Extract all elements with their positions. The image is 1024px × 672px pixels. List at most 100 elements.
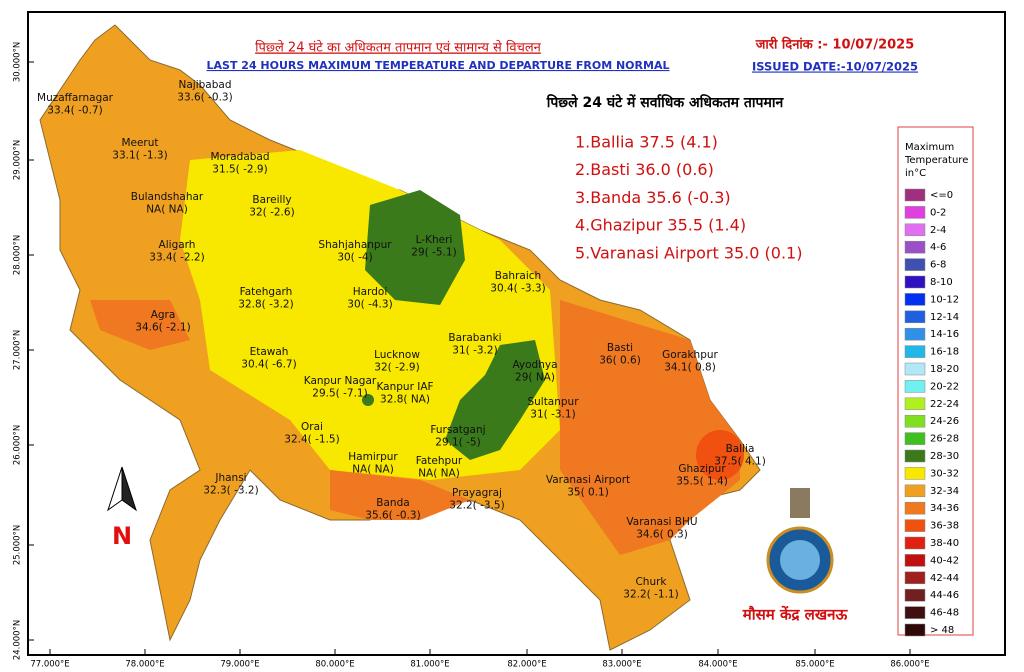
- legend-swatch: [904, 484, 926, 498]
- legend-swatch: [904, 467, 926, 480]
- legend-label: 12-14: [930, 312, 959, 323]
- station-value: 31.5( -2.9): [212, 164, 267, 176]
- legend-label: 34-36: [930, 503, 959, 514]
- legend-label: 46-48: [930, 608, 959, 619]
- arrow-right: [121, 466, 137, 512]
- station-value: 32.2( -3.5): [449, 500, 504, 512]
- station-value: 30( -4.3): [347, 299, 392, 311]
- lon-label: 84.000°E: [698, 660, 737, 670]
- legend-swatch: [904, 223, 926, 237]
- title-hindi: पिछ्ले 24 घंटे का अधिकतम तापमान एवं सामा…: [255, 40, 542, 56]
- station-name: Fursatganj: [430, 424, 485, 436]
- station-value: 37.5( 4.1): [714, 456, 766, 468]
- station-name: Najibabad: [179, 79, 232, 91]
- station-value: 33.1( -1.3): [112, 150, 167, 162]
- lon-label: 79.000°E: [220, 660, 259, 670]
- station-value: 34.6( 0.3): [636, 529, 688, 541]
- legend-swatch: [904, 345, 926, 358]
- legend-swatch: [904, 519, 926, 532]
- legend-swatch: [904, 380, 926, 393]
- top-list-item: 3.Banda 35.6 (-0.3): [575, 188, 731, 207]
- station-name: Jhansi: [214, 472, 246, 484]
- station-value: NA( NA): [418, 468, 460, 480]
- north-label: N: [112, 522, 132, 550]
- station-value: 34.6( -2.1): [135, 322, 190, 334]
- station-name: Orai: [301, 421, 323, 433]
- legend-swatch: [904, 188, 926, 202]
- legend-label: 10-12: [930, 294, 959, 305]
- legend-title: Maximum: [905, 142, 954, 153]
- legend-swatch: [904, 275, 926, 289]
- station-name: Muzaffarnagar: [37, 92, 114, 104]
- legend-swatch: [904, 310, 926, 324]
- legend-label: 14-16: [930, 329, 959, 340]
- lat-label: 30.000°N: [13, 42, 23, 82]
- station-name: Varanasi BHU: [626, 516, 697, 528]
- station-value: 29.5( -7.1): [312, 388, 367, 400]
- legend-swatch: [904, 240, 926, 254]
- legend-label: 8-10: [930, 277, 953, 288]
- lat-label: 27.000°N: [13, 330, 23, 370]
- legend-label: <=0: [930, 190, 953, 201]
- legend-label: 2-4: [930, 225, 946, 236]
- station-value: 32.3( -3.2): [203, 485, 258, 497]
- station-name: Moradabad: [210, 151, 269, 163]
- date-english: ISSUED DATE:-10/07/2025: [752, 60, 918, 74]
- region-dark-orange-west: [90, 300, 190, 350]
- station-value: 32( -2.9): [374, 362, 419, 374]
- station-name: Basti: [607, 342, 633, 354]
- legend-swatch: [904, 606, 926, 619]
- station-name: Ballia: [726, 443, 755, 455]
- station-name: Churk: [635, 576, 667, 588]
- station-value: 34.1( 0.8): [664, 362, 716, 374]
- legend-label: 32-34: [930, 486, 959, 497]
- date-hindi: जारी दिनांक :- 10/07/2025: [755, 37, 915, 53]
- station-name: Sultanpur: [527, 396, 579, 408]
- station-value: 33.6( -0.3): [177, 92, 232, 104]
- lat-label: 24.000°N: [13, 620, 23, 660]
- station-value: 35.6( -0.3): [365, 510, 420, 522]
- top-list-item: 1.Ballia 37.5 (4.1): [575, 133, 718, 152]
- lon-label: 82.000°E: [507, 660, 546, 670]
- legend-label: 22-24: [930, 399, 959, 410]
- legend-label: 30-32: [930, 468, 959, 479]
- legend-swatch: [904, 432, 926, 445]
- lat-label: 25.000°N: [13, 525, 23, 565]
- station-value: 30( -4): [337, 252, 372, 264]
- station-name: Fatehgarh: [240, 286, 293, 298]
- lon-label: 80.000°E: [315, 660, 354, 670]
- station-name: Shahjahanpur: [318, 239, 392, 251]
- legend-swatch: [904, 554, 926, 567]
- region-green: [362, 394, 374, 406]
- legend-swatch: [904, 588, 926, 602]
- legend-label: > 48: [930, 625, 954, 636]
- station-name: Lucknow: [374, 349, 420, 361]
- legend-label: 42-44: [930, 573, 959, 584]
- region-dark-orange: [560, 300, 740, 555]
- station-value: 29.1( -5): [435, 437, 480, 449]
- region-green: [365, 190, 465, 305]
- region-dark-orange-south: [330, 470, 470, 520]
- legend-swatch: [904, 501, 926, 515]
- station-value: 36( 0.6): [599, 355, 641, 367]
- legend-label: 4-6: [930, 242, 946, 253]
- station-value: 30.4( -3.3): [490, 283, 545, 295]
- legend-label: 20-22: [930, 381, 959, 392]
- legend-title: Temperature: [904, 155, 968, 166]
- station-value: 29( -5.1): [411, 247, 456, 259]
- legend-label: 16-18: [930, 347, 959, 358]
- station-name: Fatehpur: [416, 455, 463, 467]
- state-map: [39, 24, 761, 651]
- station-value: 29( NA): [515, 372, 555, 384]
- station-name: Ghazipur: [678, 463, 726, 475]
- emblem-pillar: [790, 488, 810, 518]
- legend-swatch: [904, 258, 926, 271]
- station-name: Bareilly: [252, 194, 291, 206]
- lat-label: 26.000°N: [13, 425, 23, 465]
- lon-label: 77.000°E: [30, 660, 69, 670]
- top-list-title: पिछ्ले 24 घंटे में सर्वाधिक अधिकतम तापमा…: [546, 94, 785, 111]
- legend-swatch: [904, 449, 926, 463]
- north-arrow: [107, 466, 137, 512]
